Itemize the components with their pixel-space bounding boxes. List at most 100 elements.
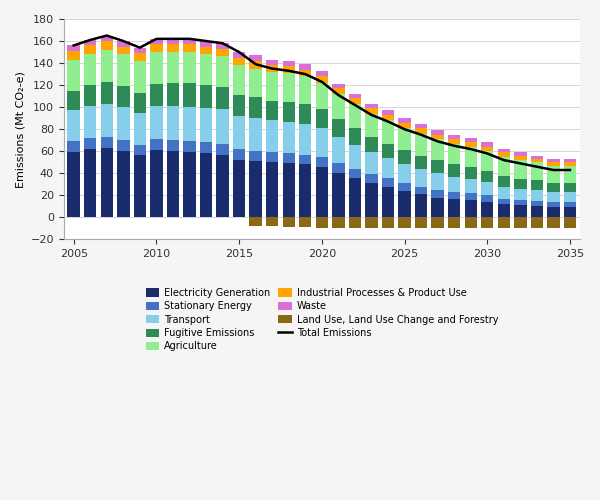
Bar — [299, 104, 311, 124]
Bar — [299, 154, 311, 164]
Bar — [349, 98, 361, 104]
Bar — [183, 39, 196, 44]
Bar — [481, 142, 493, 147]
Bar — [84, 54, 97, 85]
Bar — [349, 144, 361, 169]
Bar — [564, 192, 576, 202]
Bar — [464, 218, 477, 228]
Bar — [547, 202, 560, 207]
Bar — [233, 149, 245, 160]
Bar — [217, 110, 229, 144]
Bar — [250, 98, 262, 118]
Bar — [448, 198, 460, 218]
Bar — [250, 61, 262, 68]
Bar — [547, 159, 560, 162]
Bar — [415, 186, 427, 194]
Bar — [250, 218, 262, 226]
Bar — [398, 118, 411, 122]
Bar — [117, 140, 130, 151]
Bar — [365, 218, 377, 228]
Bar — [564, 218, 576, 228]
Bar — [547, 183, 560, 192]
Bar — [497, 218, 510, 228]
Bar — [464, 193, 477, 200]
Bar — [217, 144, 229, 154]
Bar — [514, 218, 527, 228]
Bar — [349, 169, 361, 177]
Bar — [481, 152, 493, 171]
Bar — [316, 110, 328, 128]
Bar — [266, 162, 278, 218]
Bar — [481, 202, 493, 218]
Bar — [431, 198, 444, 218]
Bar — [217, 49, 229, 56]
Bar — [200, 41, 212, 46]
Bar — [564, 166, 576, 183]
Bar — [117, 41, 130, 46]
Bar — [233, 116, 245, 149]
Bar — [382, 110, 394, 115]
Bar — [250, 152, 262, 161]
Bar — [150, 84, 163, 106]
Bar — [84, 106, 97, 138]
Bar — [233, 95, 245, 116]
Bar — [117, 46, 130, 54]
Bar — [464, 166, 477, 179]
Bar — [217, 43, 229, 49]
Bar — [101, 50, 113, 82]
Bar — [266, 66, 278, 72]
Bar — [67, 90, 80, 110]
Bar — [332, 174, 344, 218]
Bar — [448, 144, 460, 165]
Bar — [497, 149, 510, 152]
Bar — [398, 218, 411, 228]
Bar — [67, 60, 80, 90]
Bar — [250, 161, 262, 218]
Bar — [117, 54, 130, 86]
Bar — [200, 85, 212, 108]
Bar — [448, 218, 460, 228]
Bar — [547, 208, 560, 218]
Bar — [67, 142, 80, 152]
Bar — [415, 134, 427, 156]
Bar — [200, 108, 212, 142]
Bar — [167, 44, 179, 52]
Bar — [431, 174, 444, 190]
Bar — [84, 46, 97, 54]
Bar — [266, 60, 278, 66]
Bar — [117, 107, 130, 140]
Bar — [481, 196, 493, 202]
Bar — [332, 88, 344, 94]
Bar — [217, 154, 229, 218]
Bar — [183, 107, 196, 142]
Bar — [283, 66, 295, 73]
Bar — [497, 186, 510, 198]
Bar — [316, 83, 328, 110]
Bar — [200, 54, 212, 85]
Bar — [349, 104, 361, 128]
Bar — [183, 52, 196, 83]
Bar — [200, 142, 212, 154]
Bar — [530, 159, 543, 162]
Bar — [415, 218, 427, 228]
Bar — [167, 83, 179, 106]
Bar — [101, 137, 113, 148]
Bar — [564, 183, 576, 192]
Bar — [183, 142, 196, 152]
Bar — [332, 94, 344, 120]
Bar — [134, 61, 146, 93]
Bar — [316, 166, 328, 218]
Bar — [514, 179, 527, 188]
Bar — [101, 36, 113, 41]
Bar — [431, 218, 444, 228]
Bar — [564, 159, 576, 162]
Bar — [415, 169, 427, 186]
Bar — [233, 160, 245, 218]
Bar — [382, 178, 394, 186]
Bar — [382, 218, 394, 228]
Bar — [481, 218, 493, 228]
Bar — [514, 156, 527, 160]
Bar — [266, 218, 278, 226]
Bar — [266, 120, 278, 152]
Bar — [299, 70, 311, 76]
